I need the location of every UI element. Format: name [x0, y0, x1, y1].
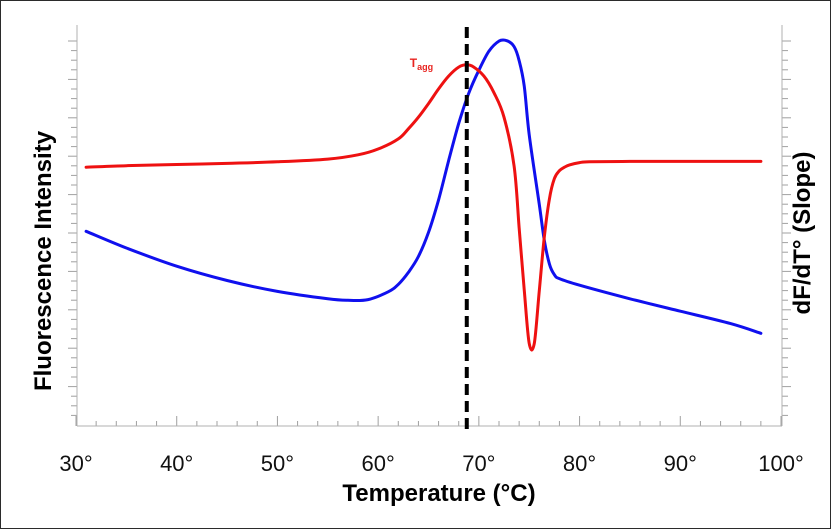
tagg-annotation: Tagg — [410, 56, 433, 72]
tagg-annotation-main: T — [410, 56, 418, 70]
x-tick-label: 30° — [59, 451, 92, 476]
x-tick-label: 100° — [758, 451, 804, 476]
x-tick-label: 80° — [563, 451, 596, 476]
tagg-annotation-subscript: agg — [417, 62, 433, 72]
bottom-axis-ticks — [75, 416, 782, 426]
right-axis-ticks — [782, 40, 791, 416]
axes — [76, 25, 783, 427]
left-axis-ticks — [68, 40, 77, 416]
x-axis-title: Temperature (°C) — [342, 480, 535, 507]
slope-line — [84, 63, 763, 352]
left-axis-title: Fluorescence Intensity — [30, 130, 57, 391]
tick-labels: 30° 40° 50° 60° 70° 80° 90° 100° — [59, 451, 803, 476]
right-axis-title: dF/dT° (Slope) — [789, 152, 816, 315]
x-tick-label: 60° — [362, 451, 395, 476]
fluorescence-intensity-line — [84, 38, 763, 335]
x-tick-label: 90° — [664, 451, 697, 476]
x-tick-label: 50° — [261, 451, 294, 476]
series-layer — [84, 38, 763, 352]
x-tick-label: 40° — [160, 451, 193, 476]
x-tick-label: 70° — [462, 451, 495, 476]
